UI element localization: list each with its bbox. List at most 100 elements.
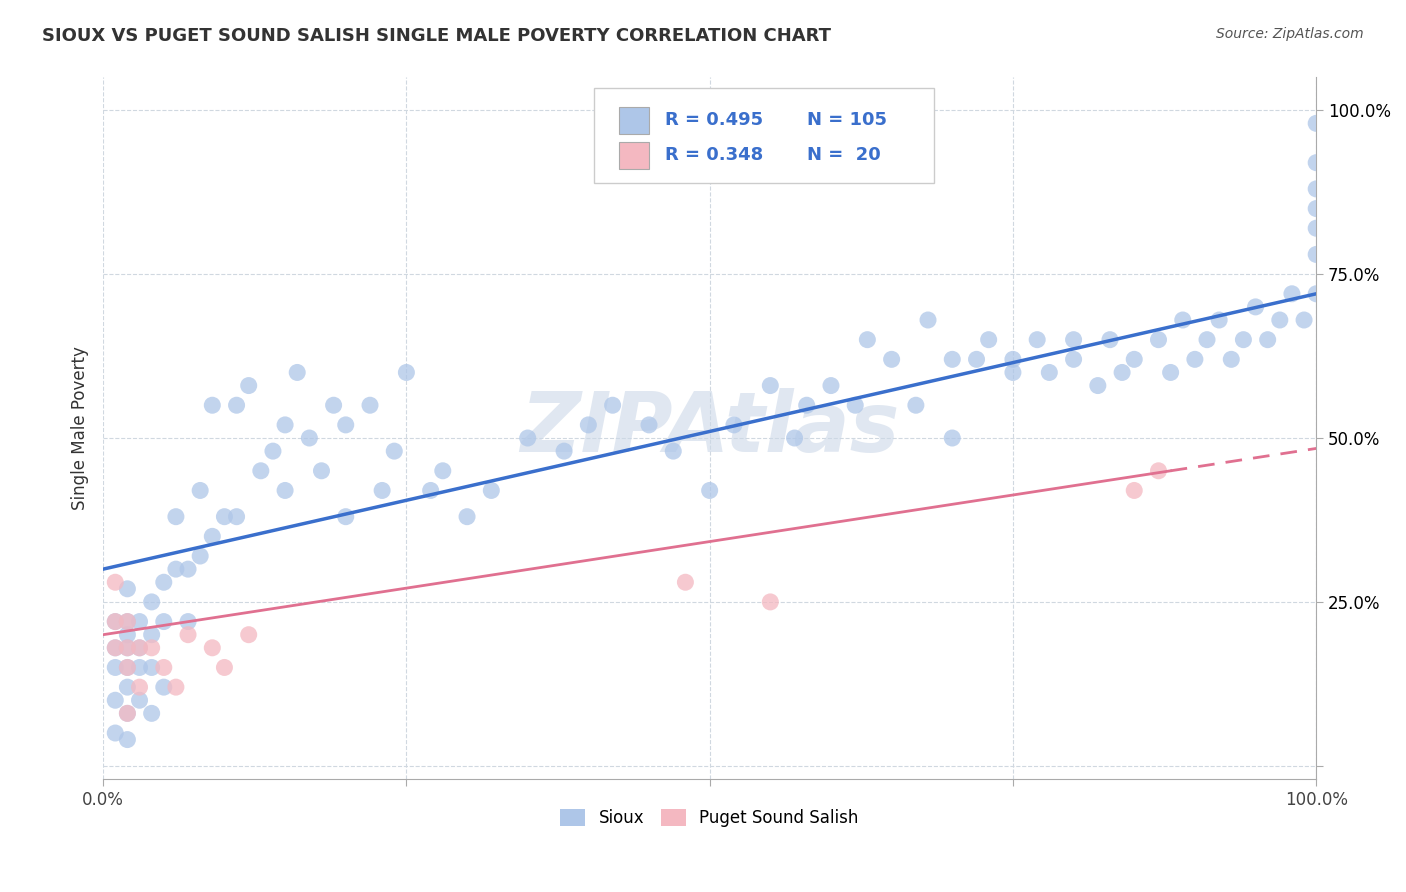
Point xyxy=(1305,116,1327,130)
Point xyxy=(941,352,963,367)
Point xyxy=(1160,366,1182,380)
Point xyxy=(759,378,782,392)
Point xyxy=(820,378,842,392)
Point xyxy=(117,582,139,596)
Y-axis label: Single Male Poverty: Single Male Poverty xyxy=(72,346,89,510)
Point xyxy=(141,660,163,674)
Point xyxy=(941,431,963,445)
Point xyxy=(201,529,224,543)
Point xyxy=(298,431,321,445)
Point xyxy=(250,464,273,478)
Point xyxy=(201,640,224,655)
Point xyxy=(359,398,381,412)
Point xyxy=(117,660,139,674)
Point xyxy=(699,483,721,498)
Point xyxy=(117,615,139,629)
Point xyxy=(516,431,538,445)
Point xyxy=(214,660,236,674)
Point xyxy=(977,333,1000,347)
Point xyxy=(141,640,163,655)
Point xyxy=(1305,221,1327,235)
Point xyxy=(104,615,127,629)
Point xyxy=(1305,155,1327,169)
Point xyxy=(117,706,139,721)
Point xyxy=(117,628,139,642)
Text: R = 0.495: R = 0.495 xyxy=(665,111,763,128)
Point xyxy=(1257,333,1279,347)
Point xyxy=(117,615,139,629)
Point xyxy=(1063,333,1085,347)
Point xyxy=(238,628,260,642)
Point xyxy=(152,615,174,629)
Point xyxy=(1305,286,1327,301)
Point xyxy=(311,464,333,478)
Point xyxy=(966,352,988,367)
Point xyxy=(880,352,903,367)
Point xyxy=(128,640,150,655)
Point xyxy=(104,640,127,655)
Point xyxy=(796,398,818,412)
Point xyxy=(1147,333,1170,347)
Point xyxy=(201,398,224,412)
Point xyxy=(1001,352,1024,367)
Point xyxy=(917,313,939,327)
Point xyxy=(723,417,745,432)
Point xyxy=(128,680,150,694)
Point xyxy=(117,706,139,721)
Point xyxy=(177,615,200,629)
Point xyxy=(1098,333,1121,347)
Point xyxy=(117,732,139,747)
Bar xyxy=(619,142,650,169)
Point xyxy=(1123,483,1146,498)
Point xyxy=(432,464,454,478)
Point xyxy=(1001,366,1024,380)
Point xyxy=(419,483,441,498)
Point xyxy=(128,693,150,707)
Point xyxy=(602,398,624,412)
Point xyxy=(274,417,297,432)
Point xyxy=(128,660,150,674)
Text: R = 0.348: R = 0.348 xyxy=(665,145,763,163)
Point xyxy=(214,509,236,524)
Point xyxy=(128,640,150,655)
Point xyxy=(1232,333,1254,347)
Text: Source: ZipAtlas.com: Source: ZipAtlas.com xyxy=(1216,27,1364,41)
Point xyxy=(783,431,806,445)
Point xyxy=(104,615,127,629)
Point xyxy=(395,366,418,380)
Point xyxy=(1305,182,1327,196)
Point xyxy=(104,693,127,707)
Point xyxy=(152,660,174,674)
Point xyxy=(177,562,200,576)
Point xyxy=(165,509,187,524)
Bar xyxy=(619,107,650,134)
Point xyxy=(844,398,866,412)
Point xyxy=(1147,464,1170,478)
Point xyxy=(165,562,187,576)
Point xyxy=(117,640,139,655)
Point xyxy=(141,628,163,642)
Point xyxy=(152,575,174,590)
Point xyxy=(1208,313,1230,327)
Point xyxy=(335,509,357,524)
Point xyxy=(1184,352,1206,367)
Point xyxy=(1305,247,1327,261)
Point xyxy=(456,509,478,524)
Point xyxy=(1244,300,1267,314)
Point xyxy=(1026,333,1049,347)
Point xyxy=(128,615,150,629)
Point xyxy=(1268,313,1291,327)
Point xyxy=(165,680,187,694)
Point xyxy=(274,483,297,498)
Point xyxy=(638,417,661,432)
Point xyxy=(662,444,685,458)
Point xyxy=(322,398,344,412)
Point xyxy=(285,366,308,380)
Point xyxy=(188,483,211,498)
Point xyxy=(117,660,139,674)
Point xyxy=(1220,352,1243,367)
Point xyxy=(141,706,163,721)
Point xyxy=(104,640,127,655)
Point xyxy=(1123,352,1146,367)
Point xyxy=(262,444,284,458)
